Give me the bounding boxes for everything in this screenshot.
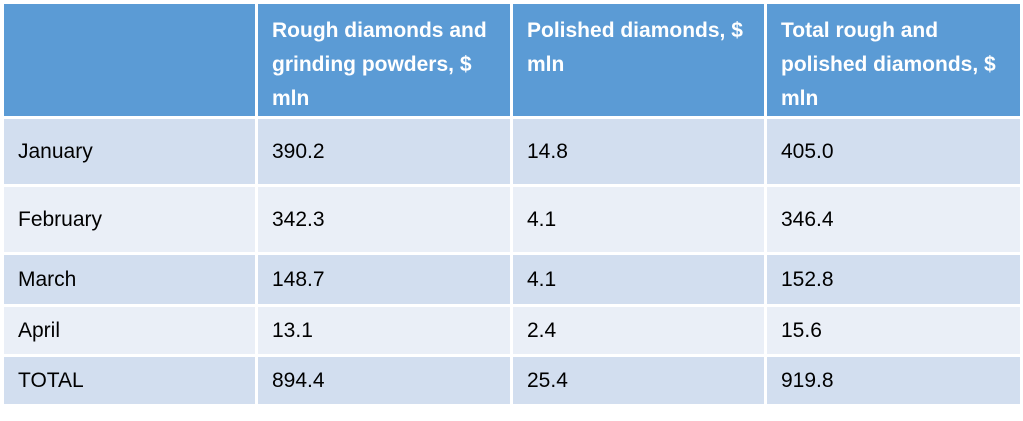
- header-row: Rough diamonds and grinding powders, $ m…: [1, 1, 1023, 119]
- cell: 390.2: [255, 116, 513, 187]
- cell: 346.4: [764, 184, 1023, 255]
- header-cell: [1, 1, 258, 119]
- cell: 15.6: [764, 304, 1023, 357]
- cell: 148.7: [255, 252, 513, 307]
- table-row: February 342.3 4.1 346.4: [1, 184, 1023, 255]
- table-row: January 390.2 14.8 405.0: [1, 116, 1023, 187]
- table-row: March 148.7 4.1 152.8: [1, 252, 1023, 307]
- cell: 894.4: [255, 354, 513, 407]
- row-label: March: [1, 252, 258, 307]
- header-cell: Polished diamonds, $ mln: [510, 1, 767, 119]
- row-label: April: [1, 304, 258, 357]
- row-label: February: [1, 184, 258, 255]
- cell: 13.1: [255, 304, 513, 357]
- cell: 4.1: [510, 184, 767, 255]
- cell: 25.4: [510, 354, 767, 407]
- table-body: January 390.2 14.8 405.0 February 342.3 4.1 346…: [1, 116, 1023, 407]
- data-table: Rough diamonds and grinding powders, $ m…: [1, 1, 1023, 407]
- header-cell: Rough diamonds and grinding powders, $ m…: [255, 1, 513, 119]
- table-row: April 13.1 2.4 15.6: [1, 304, 1023, 357]
- cell: 342.3: [255, 184, 513, 255]
- cell: 152.8: [764, 252, 1023, 307]
- table-row: TOTAL 894.4 25.4 919.8: [1, 354, 1023, 407]
- header-cell: Total rough and polished diamonds, $ mln: [764, 1, 1023, 119]
- row-label: January: [1, 116, 258, 187]
- cell: 2.4: [510, 304, 767, 357]
- cell: 405.0: [764, 116, 1023, 187]
- cell: 14.8: [510, 116, 767, 187]
- cell: 4.1: [510, 252, 767, 307]
- row-label: TOTAL: [1, 354, 258, 407]
- cell: 919.8: [764, 354, 1023, 407]
